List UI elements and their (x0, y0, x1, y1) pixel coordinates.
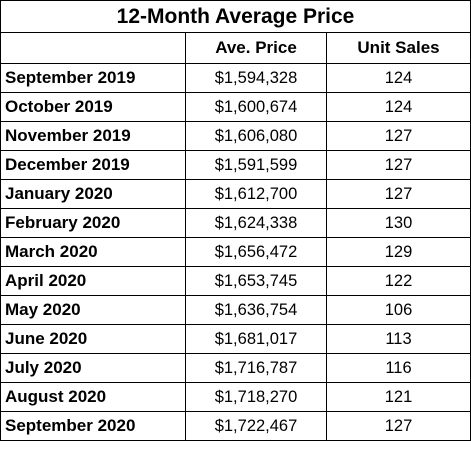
month-cell: September 2019 (0, 63, 186, 93)
table-row: June 2020 $1,681,017 113 (0, 324, 471, 354)
month-cell: April 2020 (0, 266, 186, 296)
table-row: February 2020 $1,624,338 130 (0, 208, 471, 238)
unit-sales-cell: 130 (325, 208, 471, 238)
month-cell: January 2020 (0, 179, 186, 209)
unit-sales-cell: 127 (325, 179, 471, 209)
ave-price-cell: $1,591,599 (185, 150, 327, 180)
month-cell: June 2020 (0, 324, 186, 354)
ave-price-cell: $1,594,328 (185, 63, 327, 93)
ave-price-cell: $1,681,017 (185, 324, 327, 354)
unit-sales-cell: 122 (325, 266, 471, 296)
table-row: August 2020 $1,718,270 121 (0, 382, 471, 412)
table-row: October 2019 $1,600,674 124 (0, 92, 471, 122)
month-cell: November 2019 (0, 121, 186, 151)
ave-price-cell: $1,653,745 (185, 266, 327, 296)
table-row: September 2019 $1,594,328 124 (0, 63, 471, 93)
ave-price-cell: $1,600,674 (185, 92, 327, 122)
unit-sales-cell: 127 (325, 150, 471, 180)
unit-sales-cell: 124 (325, 63, 471, 93)
column-header-unit-sales: Unit Sales (325, 32, 471, 64)
column-header-ave-price: Ave. Price (185, 32, 327, 64)
table-row: November 2019 $1,606,080 127 (0, 121, 471, 151)
unit-sales-cell: 121 (325, 382, 471, 412)
unit-sales-cell: 124 (325, 92, 471, 122)
ave-price-cell: $1,636,754 (185, 295, 327, 325)
ave-price-cell: $1,718,270 (185, 382, 327, 412)
table-row: September 2020 $1,722,467 127 (0, 411, 471, 441)
month-cell: September 2020 (0, 411, 186, 441)
table-row: January 2020 $1,612,700 127 (0, 179, 471, 209)
table-row: July 2020 $1,716,787 116 (0, 353, 471, 383)
month-cell: December 2019 (0, 150, 186, 180)
month-cell: October 2019 (0, 92, 186, 122)
column-header-month (0, 32, 186, 64)
ave-price-cell: $1,606,080 (185, 121, 327, 151)
table-row: December 2019 $1,591,599 127 (0, 150, 471, 180)
unit-sales-cell: 129 (325, 237, 471, 267)
ave-price-cell: $1,612,700 (185, 179, 327, 209)
unit-sales-cell: 127 (325, 411, 471, 441)
month-cell: July 2020 (0, 353, 186, 383)
table-title: 12-Month Average Price (0, 0, 471, 33)
table-row: March 2020 $1,656,472 129 (0, 237, 471, 267)
table-row: May 2020 $1,636,754 106 (0, 295, 471, 325)
unit-sales-cell: 116 (325, 353, 471, 383)
month-cell: February 2020 (0, 208, 186, 238)
ave-price-cell: $1,624,338 (185, 208, 327, 238)
month-cell: August 2020 (0, 382, 186, 412)
unit-sales-cell: 113 (325, 324, 471, 354)
month-cell: May 2020 (0, 295, 186, 325)
unit-sales-cell: 127 (325, 121, 471, 151)
price-table: 12-Month Average Price Ave. Price Unit S… (0, 0, 471, 441)
header-row: Ave. Price Unit Sales (0, 32, 471, 64)
ave-price-cell: $1,656,472 (185, 237, 327, 267)
ave-price-cell: $1,716,787 (185, 353, 327, 383)
month-cell: March 2020 (0, 237, 186, 267)
title-row: 12-Month Average Price (0, 0, 471, 33)
table-body: September 2019 $1,594,328 124 October 2019 $… (0, 63, 471, 441)
ave-price-cell: $1,722,467 (185, 411, 327, 441)
unit-sales-cell: 106 (325, 295, 471, 325)
table-row: April 2020 $1,653,745 122 (0, 266, 471, 296)
